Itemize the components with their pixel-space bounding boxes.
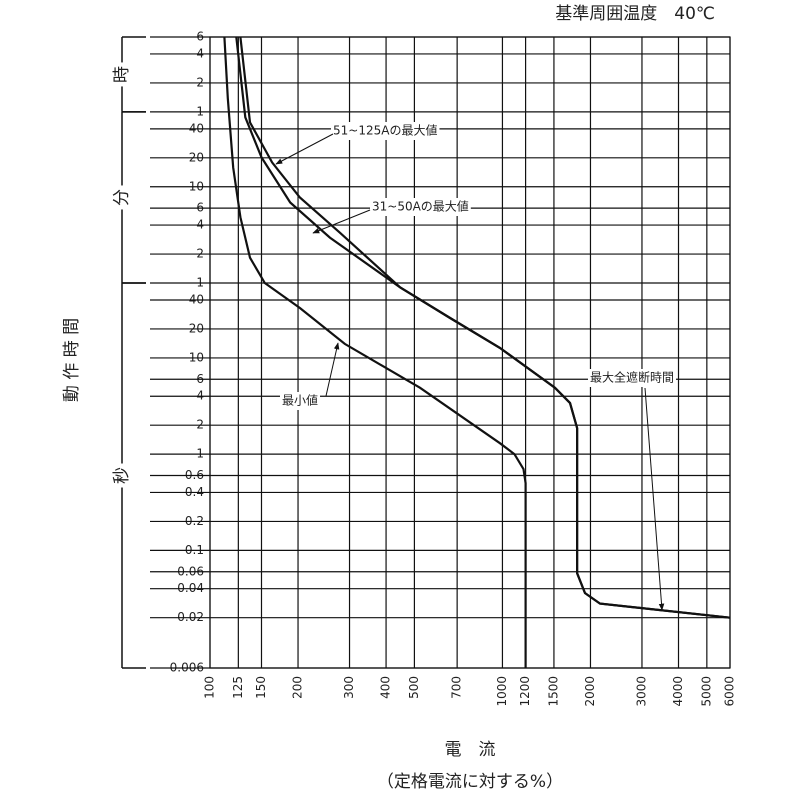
curve <box>239 36 731 619</box>
x-tick-label: 200 <box>291 676 305 699</box>
x-tick-label: 3000 <box>634 676 648 707</box>
callout-label: 51~125Aの最大値 <box>333 123 437 138</box>
callout-arrow <box>325 342 340 397</box>
callout-label: 31~50Aの最大値 <box>372 199 469 214</box>
x-tick-label: 4000 <box>671 676 685 707</box>
curve <box>223 36 527 668</box>
x-tick-label: 125 <box>231 676 245 699</box>
x-tick-label: 1000 <box>495 676 509 707</box>
x-tick-label: 6000 <box>723 676 737 707</box>
callout-bg <box>280 392 321 410</box>
callout-arrow <box>275 133 334 165</box>
plot-frame <box>209 36 731 669</box>
callout-bg <box>331 122 440 140</box>
x-tick-label: 2000 <box>583 676 597 707</box>
x-tick-label: 1200 <box>518 676 532 707</box>
x-tick-label: 100 <box>203 676 217 699</box>
x-tick-label: 1500 <box>546 676 560 707</box>
x-axis-sublabel: （定格電流に対する%） <box>377 772 563 792</box>
callout-arrow <box>312 209 371 234</box>
callout-bg <box>370 198 471 216</box>
callout-label: 最小値 <box>282 393 318 408</box>
callout-bg <box>588 369 677 387</box>
x-tick-label: 400 <box>379 676 393 699</box>
x-tick-label: 150 <box>254 676 268 699</box>
x-tick-label: 700 <box>450 676 464 699</box>
x-axis-label: 電 流 <box>445 740 496 760</box>
x-tick-label: 500 <box>407 676 421 699</box>
x-tick-label: 5000 <box>699 676 713 707</box>
callout-label: 最大全遮断時間 <box>590 370 674 385</box>
unit-label: 分 <box>112 189 132 206</box>
curve <box>235 36 731 619</box>
y-axis-label: 動 作 時 間 <box>62 318 82 402</box>
unit-label: 時 <box>112 66 132 83</box>
unit-label: 秒 <box>112 467 132 484</box>
chart-title: 基準周囲温度 40℃ <box>555 4 715 24</box>
x-tick-label: 300 <box>342 676 356 699</box>
callout-arrow <box>644 387 665 611</box>
